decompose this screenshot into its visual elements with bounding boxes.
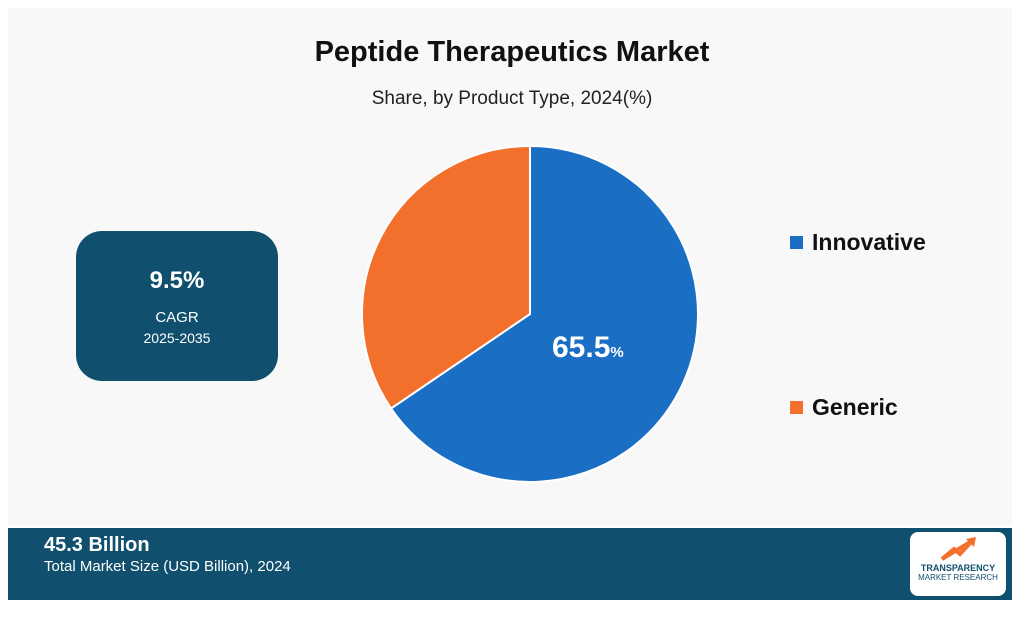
- pie-chart: 65.5%: [361, 144, 699, 483]
- market-size-value: 45.3 Billion: [44, 534, 150, 556]
- upward-arrow-logo-icon: [940, 537, 976, 561]
- pie-slice-generic: [361, 144, 531, 410]
- legend-label-generic: Generic: [812, 394, 898, 420]
- cagr-period: 2025-2035: [143, 330, 211, 346]
- cagr-value: 9.5%: [149, 267, 205, 294]
- footer-bar: 45.3 Billion Total Market Size (USD Bill…: [8, 528, 1012, 600]
- chart-title: Peptide Therapeutics Market: [314, 36, 710, 68]
- legend-item-innovative: Innovative: [790, 229, 926, 256]
- market-size-label: Total Market Size (USD Billion), 2024: [44, 558, 291, 575]
- cagr-label: CAGR: [155, 309, 199, 326]
- cagr-card: 9.5% CAGR 2025-2035: [76, 231, 278, 381]
- legend-swatch-generic: [790, 401, 803, 414]
- chart-subtitle: Share, by Product Type, 2024(%): [371, 88, 653, 109]
- legend-item-generic: Generic: [790, 394, 898, 421]
- pie-slice-innovative: [389, 144, 699, 483]
- legend-swatch-innovative: [790, 236, 803, 249]
- legend-label-innovative: Innovative: [812, 229, 926, 255]
- company-logo: TRANSPARENCY MARKET RESEARCH: [910, 532, 1006, 596]
- logo-text-line2: MARKET RESEARCH: [918, 573, 998, 582]
- data-label-innovative: 65.5%: [552, 331, 624, 364]
- logo-text-line1: TRANSPARENCY: [920, 563, 996, 573]
